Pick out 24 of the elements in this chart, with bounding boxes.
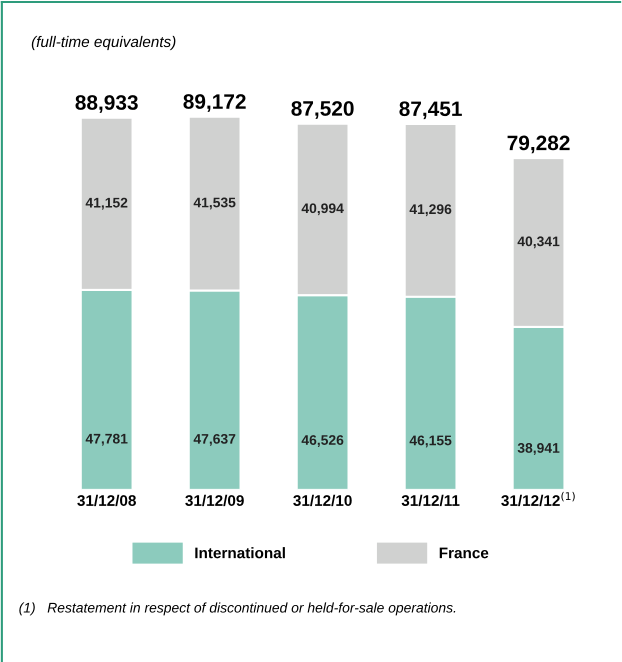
legend-label: International <box>195 547 285 558</box>
total-label: 88,933 <box>75 95 138 113</box>
data-label: 38,941 <box>518 443 560 455</box>
data-label: 40,341 <box>518 236 560 248</box>
chart-title: (full-time equivalents) <box>32 36 176 50</box>
data-label: 46,155 <box>410 435 452 448</box>
x-tick-label: 31/12/08 <box>77 494 136 506</box>
legend-label: France <box>440 548 488 558</box>
total-label: 87,520 <box>291 101 354 119</box>
data-label: 41,152 <box>86 198 128 210</box>
data-label: 47,781 <box>86 434 128 446</box>
total-label: 89,172 <box>183 94 246 112</box>
total-label: 87,451 <box>399 101 462 120</box>
total-label: 79,282 <box>508 136 570 154</box>
data-label: 41,296 <box>410 204 452 216</box>
x-tick-label: 31/12/12$^{(1)}$ <box>501 492 575 506</box>
data-label: 46,526 <box>302 435 344 447</box>
data-label: 40,994 <box>302 203 344 216</box>
data-label: 41,535 <box>194 198 236 210</box>
x-tick-label: 31/12/10 <box>293 494 352 506</box>
x-tick-label: 31/12/11 <box>402 494 460 506</box>
text: (1) Restatement in respect of discontinued or held-for-sale operations. <box>19 602 456 616</box>
data-label: 47,637 <box>194 434 236 446</box>
x-tick-label: 31/12/09 <box>185 494 244 506</box>
